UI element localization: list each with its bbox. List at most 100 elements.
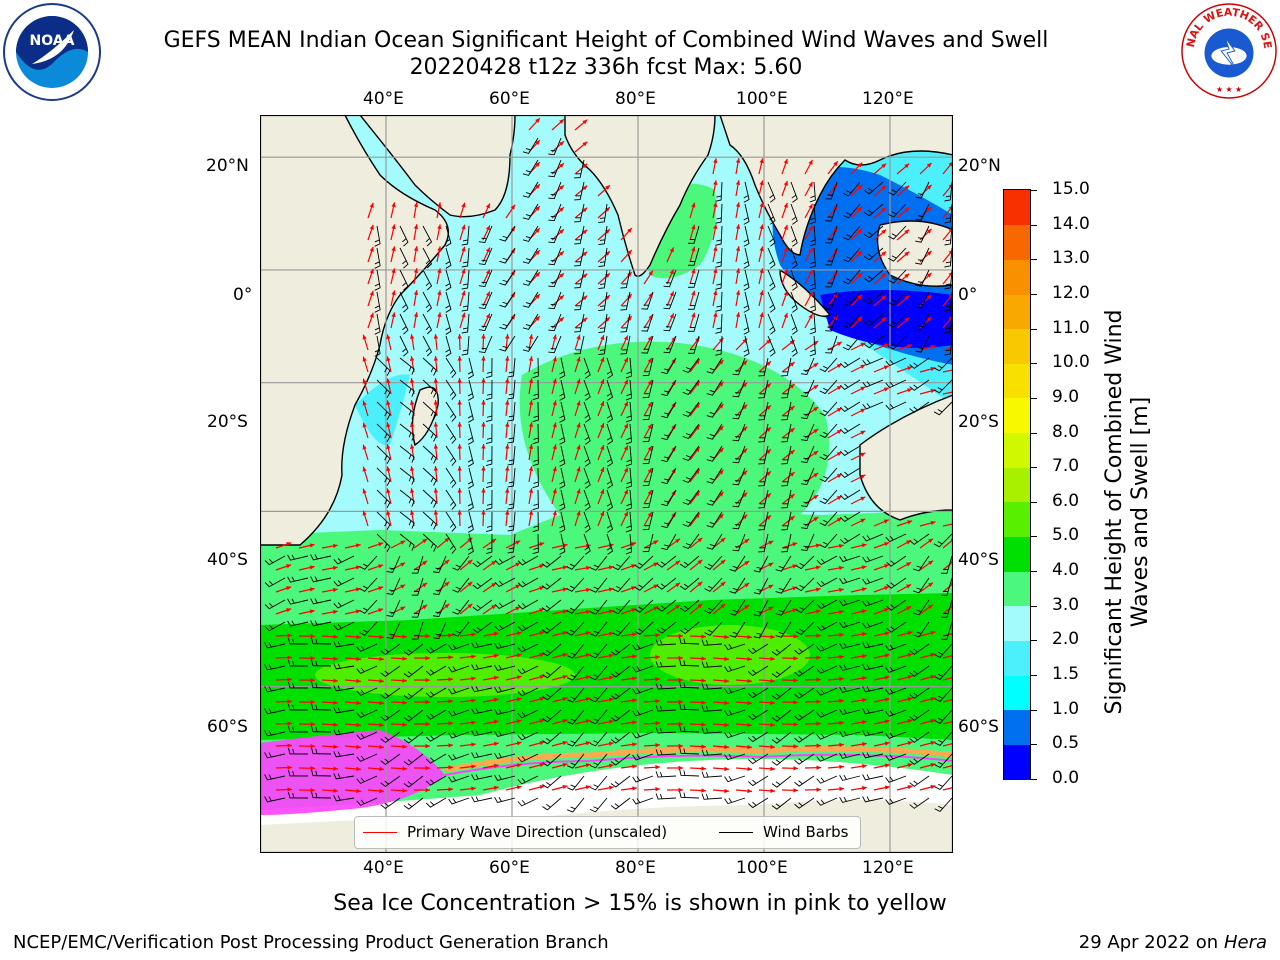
wave-direction-arrowhead — [691, 268, 696, 274]
wind-barb — [743, 203, 750, 225]
wave-direction-arrowhead — [669, 313, 674, 319]
wind-barb — [359, 621, 378, 636]
wind-barb — [310, 576, 332, 583]
colorbar-segment — [1004, 397, 1030, 434]
lon-label-top-80: 80°E — [615, 89, 656, 109]
wind-barbs — [264, 137, 953, 813]
wave-direction-arrowhead — [505, 422, 510, 427]
wave-direction-arrowhead — [437, 268, 442, 274]
wave-direction-arrowhead — [655, 655, 660, 660]
wind-barb — [287, 703, 309, 711]
wave-direction-arrowhead — [816, 699, 821, 704]
wind-barb — [559, 533, 566, 555]
wave-direction-arrowhead — [437, 202, 442, 208]
wave-direction-arrowhead — [535, 228, 540, 233]
wind-barb — [933, 533, 953, 548]
wind-barb — [494, 664, 516, 671]
wind-barb — [507, 401, 516, 422]
wind-barb — [445, 357, 457, 378]
wind-barb — [467, 533, 474, 555]
wind-barb — [819, 445, 838, 461]
wave-direction-arrowhead — [928, 582, 933, 588]
wave-direction-arrowhead — [457, 400, 462, 405]
wave-direction-arrowhead — [632, 786, 637, 791]
wind-barb — [682, 511, 700, 528]
wind-barb — [767, 313, 776, 335]
wind-barb — [598, 203, 608, 223]
wave-direction-arrowhead — [744, 604, 750, 610]
sea-ice-edge-inner — [444, 753, 953, 776]
wave-direction-arrowhead — [552, 488, 557, 494]
wave-direction-arrowhead — [562, 740, 568, 746]
wave-direction-arrowhead — [713, 180, 718, 186]
wind-barb — [842, 313, 861, 329]
wave-peak-1 — [315, 653, 575, 697]
wind-barb — [715, 247, 723, 268]
wave-direction-arrowhead — [697, 559, 703, 565]
wave-direction-arrowhead — [770, 766, 775, 771]
wind-barb — [701, 661, 723, 668]
wave-direction-arrowhead — [562, 565, 568, 570]
lat-label-left-20s: 20°S — [207, 412, 248, 432]
wave-direction-arrowhead — [695, 469, 700, 475]
wind-barb — [724, 775, 746, 783]
wave-direction-arrowhead — [783, 268, 788, 274]
wind-barb — [748, 775, 769, 787]
wave-direction-arrowhead — [287, 721, 292, 726]
lat-label-right-40s: 40°S — [958, 550, 999, 570]
wind-barb — [758, 423, 769, 443]
wave-direction-arrowhead — [369, 268, 374, 274]
wind-barb — [888, 291, 907, 306]
wave-direction-arrowhead — [562, 587, 568, 592]
wind-barb — [842, 335, 861, 351]
wave-direction-arrowhead — [356, 634, 361, 640]
wave-direction-arrowhead — [585, 565, 591, 571]
wind-barb — [612, 599, 631, 615]
wind-barb — [632, 797, 654, 805]
wave-direction-arrowhead — [768, 584, 774, 589]
wind-barb — [590, 621, 608, 637]
wind-barb — [548, 291, 562, 310]
wind-barb — [682, 379, 700, 396]
wind-barb — [566, 599, 585, 614]
wave-direction-arrowhead — [747, 700, 752, 706]
wind-barb — [485, 401, 493, 422]
wind-barb — [311, 747, 332, 755]
wave-direction-arrowhead — [585, 653, 591, 658]
wave-direction-arrowhead — [444, 537, 450, 543]
wave-direction-arrowhead — [883, 519, 889, 524]
map-legend: Primary Wave Direction (unscaled) Wind B… — [354, 816, 861, 849]
wind-barb — [589, 643, 608, 659]
wave-direction-arrowhead — [576, 444, 581, 450]
wave-direction-arrowhead — [718, 425, 724, 431]
wave-direction-arrowhead — [576, 422, 581, 428]
wind-barb — [800, 401, 815, 420]
wind-barb — [422, 225, 433, 247]
wave-direction-arrowhead — [422, 582, 428, 588]
wave-direction-arrowhead — [836, 495, 842, 501]
wind-barb — [743, 225, 750, 247]
wave-direction-arrowhead — [448, 743, 453, 748]
wind-barb — [800, 423, 815, 442]
wave-direction-arrowhead — [378, 564, 384, 569]
wind-barb — [548, 335, 562, 354]
wind-barb — [748, 731, 769, 743]
wind-barb — [862, 379, 884, 388]
wave-direction-arrowhead — [391, 224, 396, 230]
wind-barb — [494, 708, 516, 715]
colorbar-tick-mark — [1031, 501, 1037, 503]
wave-direction-arrowhead — [516, 631, 522, 636]
wind-barb — [913, 555, 930, 572]
wave-direction-arrowhead — [627, 228, 632, 233]
wind-barb — [287, 554, 309, 561]
wind-barb — [886, 621, 907, 633]
wind-barb — [915, 225, 930, 243]
colorbar-tick-label: 8.0 — [1052, 421, 1080, 442]
wind-barb — [522, 203, 539, 220]
wind-barb — [642, 423, 654, 443]
wave-direction-arrowhead — [816, 787, 821, 792]
wave-direction-arrowhead — [793, 678, 798, 683]
wind-barb — [913, 577, 930, 594]
wave-direction-arrowhead — [862, 676, 867, 681]
wind-barb — [478, 225, 493, 244]
